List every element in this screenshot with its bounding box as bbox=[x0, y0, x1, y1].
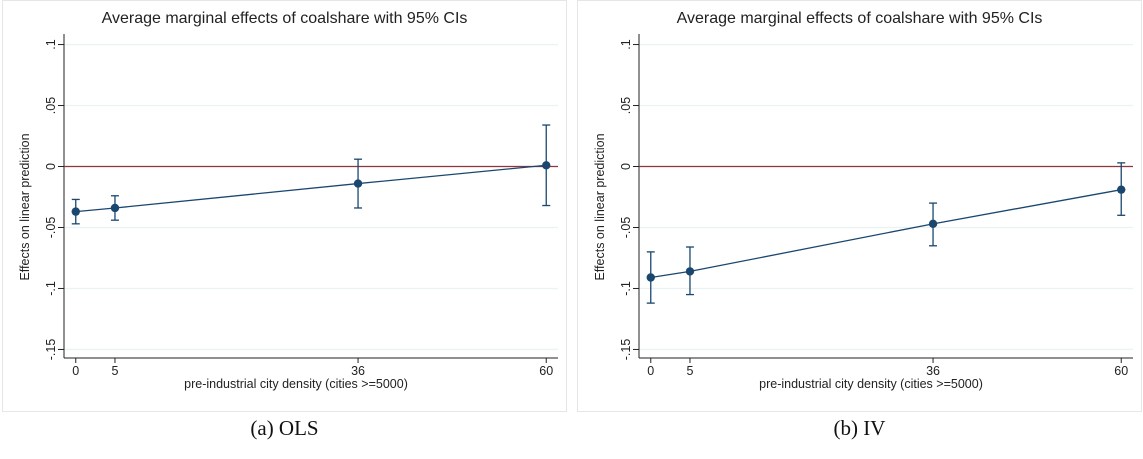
x-tick-label: 0 bbox=[72, 364, 79, 378]
chart-title: Average marginal effects of coalshare wi… bbox=[677, 10, 1043, 27]
x-tick-label: 5 bbox=[111, 364, 118, 378]
data-point bbox=[1117, 185, 1126, 194]
y-tick-label: 0 bbox=[619, 163, 633, 170]
plot-area bbox=[64, 36, 558, 358]
y-tick-label: .1 bbox=[619, 39, 633, 49]
caption-iv: (b) IV bbox=[833, 416, 886, 440]
y-tick-label: 0 bbox=[44, 163, 58, 170]
series-line bbox=[650, 189, 1122, 279]
caption-ols: (a) OLS bbox=[250, 416, 319, 440]
x-tick-label: 36 bbox=[926, 364, 940, 378]
marginal-effects-chart-iv: Average marginal effects of coalshare wi… bbox=[577, 0, 1142, 412]
x-tick-label: 60 bbox=[539, 364, 553, 378]
series-line bbox=[75, 164, 547, 213]
y-tick-label: .05 bbox=[619, 97, 633, 114]
chart-panel-ols: Average marginal effects of coalshare wi… bbox=[2, 0, 567, 412]
y-tick-label: -.05 bbox=[44, 217, 58, 239]
x-tick-label: 0 bbox=[647, 364, 654, 378]
marginal-effects-chart-ols: Average marginal effects of coalshare wi… bbox=[2, 0, 567, 412]
data-point bbox=[646, 273, 655, 282]
y-axis-label: Effects on linear prediction bbox=[18, 133, 32, 280]
x-tick-label: 60 bbox=[1114, 364, 1128, 378]
y-axis-label: Effects on linear prediction bbox=[593, 133, 607, 280]
plot-area bbox=[639, 36, 1133, 358]
data-point bbox=[685, 267, 695, 276]
y-tick-label: -.05 bbox=[619, 217, 633, 239]
x-axis-label: pre-industrial city density (cities >=50… bbox=[759, 377, 983, 391]
y-tick-label: -.15 bbox=[44, 339, 58, 361]
data-point bbox=[71, 207, 80, 216]
data-point bbox=[110, 203, 120, 213]
chart-title: Average marginal effects of coalshare wi… bbox=[102, 10, 468, 27]
x-tick-label: 36 bbox=[351, 364, 365, 378]
chart-panel-iv: Average marginal effects of coalshare wi… bbox=[577, 0, 1142, 412]
y-tick-label: -.1 bbox=[44, 281, 58, 296]
y-tick-label: -.1 bbox=[619, 281, 633, 296]
data-point bbox=[542, 161, 551, 170]
y-tick-label: -.15 bbox=[619, 339, 633, 361]
data-point bbox=[353, 179, 363, 188]
data-point bbox=[928, 219, 938, 229]
y-tick-label: .1 bbox=[44, 39, 58, 49]
x-axis-label: pre-industrial city density (cities >=50… bbox=[184, 377, 408, 391]
x-tick-label: 5 bbox=[686, 364, 693, 378]
y-tick-label: .05 bbox=[44, 97, 58, 114]
